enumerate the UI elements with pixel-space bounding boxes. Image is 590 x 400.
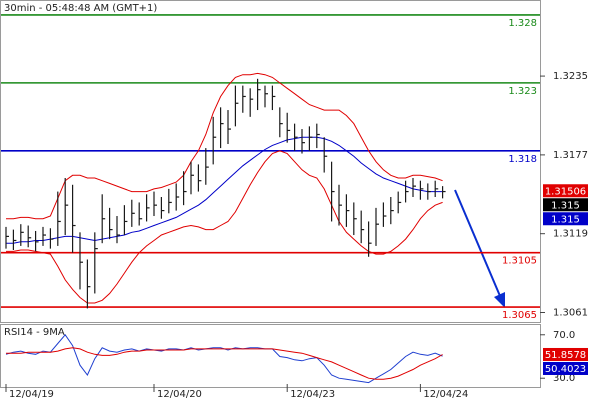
x-tick-label: 12/04/20 bbox=[157, 389, 202, 400]
level-label: 1.318 bbox=[508, 154, 537, 165]
x-tick-label: 12/04/24 bbox=[423, 389, 468, 400]
arrow-shaft bbox=[454, 189, 501, 297]
y-tick-label: 1.3119 bbox=[553, 229, 588, 240]
rsi-panel bbox=[0, 324, 541, 388]
readout-box bbox=[543, 184, 588, 198]
y-tick-label: 1.3061 bbox=[553, 307, 588, 318]
indicator-line bbox=[6, 72, 443, 220]
indicator-line bbox=[6, 150, 443, 304]
readout-box bbox=[543, 361, 588, 375]
readout-label: 1.315 bbox=[551, 214, 580, 225]
forecast-arrow bbox=[454, 189, 505, 308]
x-tick-label: 12/04/23 bbox=[290, 389, 335, 400]
level-label: 1.328 bbox=[508, 18, 537, 29]
price-panel bbox=[0, 0, 541, 323]
indicator-line bbox=[6, 136, 443, 244]
level-label: 1.3065 bbox=[502, 310, 537, 321]
readout-label: 50.4023 bbox=[545, 364, 586, 375]
level-label: 1.3105 bbox=[502, 256, 537, 267]
readout-box bbox=[543, 347, 588, 361]
readout-label: 1.31506 bbox=[545, 186, 586, 197]
rsi-title: RSI14 - 9MA bbox=[4, 327, 65, 338]
level-label: 1.323 bbox=[508, 86, 537, 97]
x-tick-label: 12/04/19 bbox=[9, 389, 54, 400]
y-tick-label: 1.3235 bbox=[553, 71, 588, 82]
y-tick-label: 1.3177 bbox=[553, 150, 588, 161]
readout-label: 1.315 bbox=[551, 200, 580, 211]
y-tick-label: 30.0 bbox=[553, 373, 575, 384]
readout-box bbox=[543, 212, 588, 226]
arrow-head bbox=[494, 292, 505, 308]
readout-box bbox=[543, 198, 588, 212]
readout-label: 51.8578 bbox=[545, 350, 586, 361]
rsi-line bbox=[6, 347, 443, 380]
y-tick-label: 70.0 bbox=[553, 330, 575, 341]
chart-title: 30min - 05:48:48 AM (GMT+1) bbox=[4, 3, 157, 14]
